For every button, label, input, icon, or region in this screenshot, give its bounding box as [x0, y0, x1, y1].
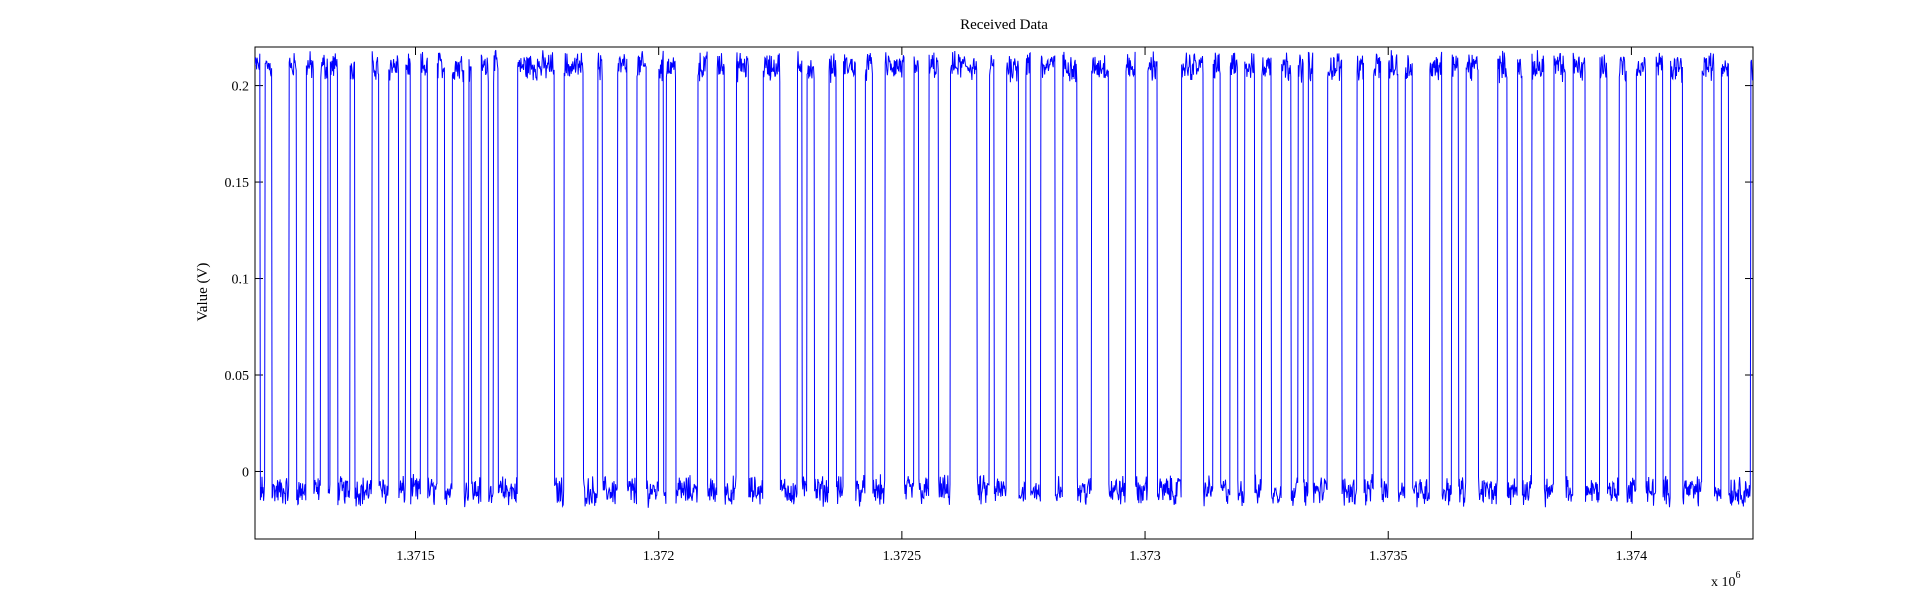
- y-tick-label: 0: [242, 465, 249, 480]
- chart-title: Received Data: [960, 17, 1048, 33]
- x-tick-labels: 1.3715 1.372 1.3725 1.373 1.3735 1.374: [396, 549, 1647, 564]
- signal-series-line: [255, 49, 1753, 509]
- axes-frame: [254, 46, 1754, 540]
- x-axis-multiplier: x 106: [1711, 570, 1741, 590]
- x-tick-label: 1.3725: [883, 549, 922, 564]
- y-axis-label: Value (V): [195, 263, 211, 322]
- y-tick-label: 0.1: [232, 273, 250, 288]
- y-tick-label: 0.15: [225, 176, 250, 191]
- x-tick-label: 1.3715: [396, 549, 435, 564]
- x-multiplier-base: x 10: [1711, 575, 1736, 590]
- x-multiplier-exponent: 6: [1736, 570, 1741, 581]
- x-tick-label: 1.3735: [1369, 549, 1408, 564]
- tick-marks: [255, 47, 1753, 539]
- x-tick-label: 1.373: [1129, 549, 1161, 564]
- x-tick-label: 1.372: [643, 549, 675, 564]
- y-tick-label: 0.2: [232, 80, 250, 95]
- y-tick-labels: 0 0.05 0.1 0.15 0.2: [225, 80, 250, 481]
- x-tick-label: 1.374: [1616, 549, 1648, 564]
- y-tick-label: 0.05: [225, 369, 250, 384]
